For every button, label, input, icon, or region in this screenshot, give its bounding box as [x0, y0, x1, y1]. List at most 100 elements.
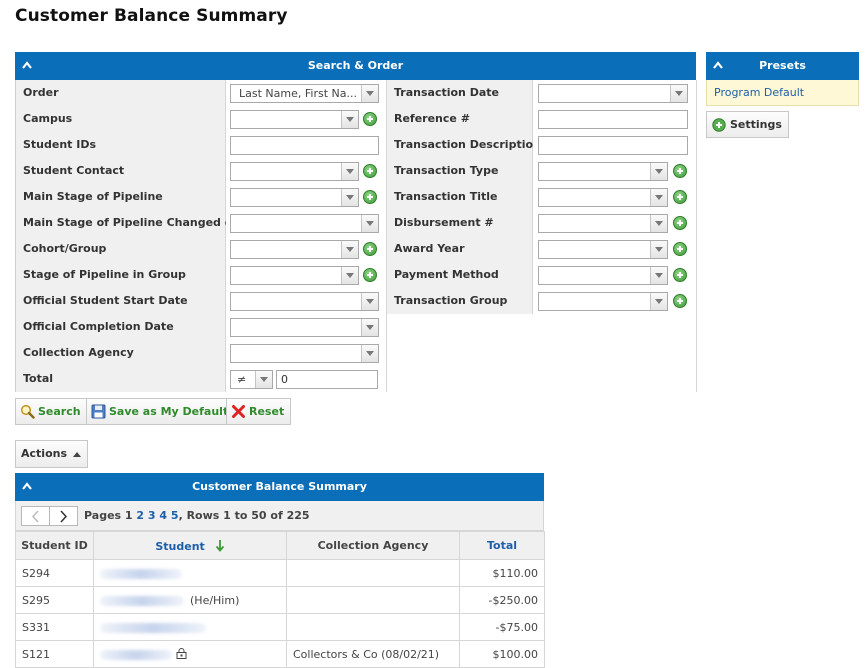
search-button[interactable]: Search: [15, 398, 88, 425]
main-stage-label: Main Stage of Pipeline: [16, 184, 226, 210]
chevron-down-icon: [361, 319, 378, 336]
chevron-down-icon: [361, 293, 378, 310]
table-row[interactable]: S331 -$75.00: [15, 613, 545, 641]
chevron-down-icon: [650, 189, 667, 206]
total-cell: -$75.00: [459, 613, 545, 641]
student-id-cell: S121: [15, 640, 94, 668]
add-campus-icon[interactable]: [363, 112, 377, 126]
reference-label: Reference #: [387, 106, 533, 132]
student-contact-select[interactable]: [230, 162, 359, 181]
student-cell[interactable]: [93, 640, 287, 668]
payment-method-label: Payment Method: [387, 262, 533, 288]
transaction-description-input[interactable]: [538, 136, 688, 155]
transaction-type-select[interactable]: [538, 162, 668, 181]
chevron-down-icon: [361, 215, 378, 232]
campus-select[interactable]: [230, 110, 359, 129]
chevron-down-icon: [341, 241, 358, 258]
next-page-button[interactable]: [49, 506, 78, 526]
award-year-select[interactable]: [538, 240, 668, 259]
chevron-left-icon: [31, 510, 39, 523]
add-student-contact-icon[interactable]: [363, 164, 377, 178]
cohort-select[interactable]: [230, 240, 359, 259]
results-table: Student ID Student Collection Agency Tot…: [15, 531, 545, 668]
student-contact-label: Student Contact: [16, 158, 226, 184]
collapse-caret-icon[interactable]: [713, 61, 723, 69]
settings-button[interactable]: Settings: [706, 111, 789, 138]
total-value-input[interactable]: 0: [276, 370, 378, 389]
start-date-select[interactable]: [230, 292, 379, 311]
column-header-student[interactable]: Student: [93, 531, 287, 560]
student-cell[interactable]: [93, 613, 287, 641]
transaction-date-label: Transaction Date: [387, 80, 533, 106]
transaction-description-label: Transaction Description: [387, 132, 541, 158]
reset-button[interactable]: Reset: [226, 398, 292, 425]
actions-menu-button[interactable]: Actions: [15, 440, 88, 468]
add-stage-in-group-icon[interactable]: [363, 268, 377, 282]
add-transaction-type-icon[interactable]: [673, 164, 687, 178]
table-row[interactable]: S121 Collectors & Co (08/02/21) $100.00: [15, 640, 545, 668]
reference-input[interactable]: [538, 110, 688, 129]
column-header-total[interactable]: Total: [459, 531, 545, 560]
transaction-title-select[interactable]: [538, 188, 668, 207]
page-link-5[interactable]: 5: [170, 509, 179, 522]
results-title: Customer Balance Summary: [192, 480, 367, 493]
student-cell[interactable]: [93, 559, 287, 587]
agency-cell: [286, 613, 460, 641]
red-x-icon: [232, 405, 245, 418]
add-cohort-icon[interactable]: [363, 242, 377, 256]
stage-in-group-select[interactable]: [230, 266, 359, 285]
preset-program-default[interactable]: Program Default: [706, 80, 859, 106]
search-form-grid: Order Last Name, First Na... Transaction…: [15, 80, 697, 392]
student-ids-label: Student IDs: [16, 132, 226, 158]
chevron-down-icon: [341, 163, 358, 180]
agency-cell: [286, 586, 460, 614]
chevron-down-icon: [341, 267, 358, 284]
chevron-down-icon: [361, 85, 378, 102]
table-row[interactable]: S295 (He/Him) -$250.00: [15, 586, 545, 614]
student-cell[interactable]: (He/Him): [93, 586, 287, 614]
stage-in-group-label: Stage of Pipeline in Group: [16, 262, 226, 288]
disbursement-select[interactable]: [538, 214, 668, 233]
cohort-label: Cohort/Group: [16, 236, 226, 262]
pager-text: Pages 1 2 3 4 5, Rows 1 to 50 of 225: [84, 509, 310, 522]
collection-agency-label: Collection Agency: [16, 340, 226, 366]
main-stage-changed-select[interactable]: [230, 214, 379, 233]
collapse-caret-icon[interactable]: [22, 61, 32, 69]
add-award-year-icon[interactable]: [673, 242, 687, 256]
save-default-button[interactable]: Save as My Default: [86, 398, 236, 425]
page-link-2[interactable]: 2: [136, 509, 145, 522]
payment-method-select[interactable]: [538, 266, 668, 285]
add-disbursement-icon[interactable]: [673, 216, 687, 230]
lock-icon: [176, 647, 187, 659]
floppy-disk-icon: [91, 404, 106, 419]
chevron-down-icon: [255, 371, 272, 388]
search-order-header[interactable]: Search & Order: [15, 52, 696, 80]
collapse-caret-icon[interactable]: [22, 482, 32, 490]
page-link-4[interactable]: 4: [159, 509, 168, 522]
order-select[interactable]: Last Name, First Na...: [230, 84, 379, 103]
add-main-stage-icon[interactable]: [363, 190, 377, 204]
column-header-collection-agency[interactable]: Collection Agency: [286, 531, 460, 560]
transaction-group-select[interactable]: [538, 292, 668, 311]
transaction-date-select[interactable]: [538, 84, 688, 103]
student-ids-input[interactable]: [230, 136, 379, 155]
collection-agency-select[interactable]: [230, 344, 379, 363]
page-link-3[interactable]: 3: [147, 509, 156, 522]
add-payment-method-icon[interactable]: [673, 268, 687, 282]
redacted-name: [100, 568, 182, 579]
prev-page-button[interactable]: [21, 506, 50, 526]
main-stage-select[interactable]: [230, 188, 359, 207]
table-row[interactable]: S294 $110.00: [15, 559, 545, 587]
chevron-down-icon: [670, 85, 687, 102]
completion-date-select[interactable]: [230, 318, 379, 337]
column-header-student-id[interactable]: Student ID: [15, 531, 94, 560]
transaction-group-label: Transaction Group: [387, 288, 533, 314]
add-transaction-group-icon[interactable]: [673, 294, 687, 308]
total-operator-select[interactable]: ≠: [230, 370, 273, 389]
total-cell: $100.00: [459, 640, 545, 668]
total-cell: $110.00: [459, 559, 545, 587]
results-header[interactable]: Customer Balance Summary: [15, 473, 544, 501]
add-transaction-title-icon[interactable]: [673, 190, 687, 204]
presets-header[interactable]: Presets: [706, 52, 859, 80]
chevron-down-icon: [650, 241, 667, 258]
